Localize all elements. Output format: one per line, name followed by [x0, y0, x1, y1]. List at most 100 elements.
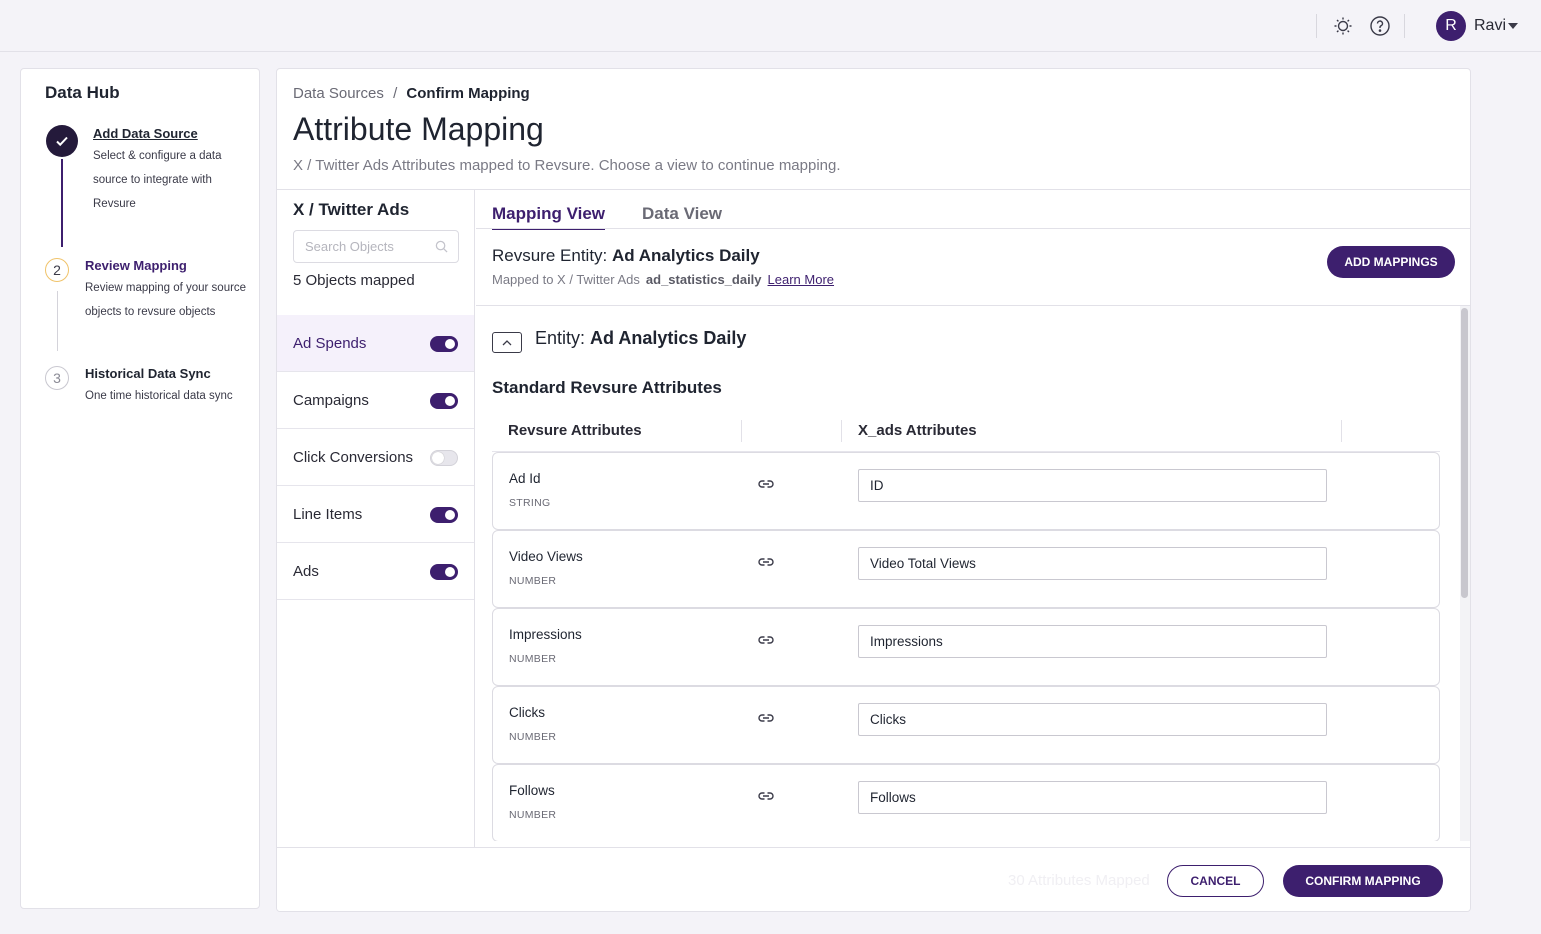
search-box [293, 230, 459, 263]
object-item-ad-spends[interactable]: Ad Spends [277, 315, 474, 372]
object-label: Ads [293, 562, 319, 580]
attribute-name: Video Views [509, 549, 583, 564]
breadcrumb: Data Sources / Confirm Mapping [293, 85, 530, 102]
add-mappings-button[interactable]: ADD MAPPINGS [1327, 246, 1455, 278]
step-historical-data-sync[interactable]: Historical Data Sync [85, 366, 211, 381]
entity-section-title: Entity: Ad Analytics Daily [535, 328, 746, 349]
column-source-attributes: X_ads Attributes [858, 422, 977, 439]
object-item-ads[interactable]: Ads [277, 543, 474, 600]
entity-source-info: Mapped to X / Twitter Ads ad_statistics_d… [492, 272, 834, 287]
link-icon[interactable] [757, 631, 775, 654]
page-subtitle: X / Twitter Ads Attributes mapped to Rev… [293, 157, 841, 174]
attribute-name: Follows [509, 783, 555, 798]
footer-bar: 30 Attributes Mapped CANCEL CONFIRM MAPP… [277, 847, 1470, 911]
link-icon[interactable] [757, 553, 775, 576]
scrollbar-thumb[interactable] [1461, 308, 1468, 598]
topbar-divider [1316, 14, 1317, 38]
link-icon[interactable] [757, 475, 775, 498]
avatar[interactable]: R [1436, 11, 1466, 41]
mapped-attribute-field[interactable]: Video Total Views [858, 547, 1327, 580]
tab-mapping-view[interactable]: Mapping View [492, 204, 606, 230]
step-review-mapping[interactable]: Review Mapping [85, 258, 187, 273]
object-toggle[interactable] [430, 507, 458, 523]
breadcrumb-separator: / [393, 85, 398, 102]
chevron-down-icon[interactable] [1508, 23, 1518, 29]
divider [476, 228, 1470, 229]
entity-name: Ad Analytics Daily [612, 246, 760, 265]
step-description: One time historical data sync [85, 390, 233, 402]
help-icon[interactable] [1368, 14, 1392, 38]
mapping-panel: Mapping View Data View Revsure Entity: A… [476, 190, 1470, 847]
object-list: Ad Spends Campaigns Click Conversions Li… [277, 315, 474, 600]
object-toggle[interactable] [430, 336, 458, 352]
mapped-to-label: Mapped to X / Twitter Ads [492, 272, 640, 287]
attribute-rows: Ad Id STRING ID Video Views NUMBER Video… [492, 452, 1440, 841]
attribute-row: Impressions NUMBER Impressions [492, 608, 1440, 686]
divider [476, 305, 1470, 306]
link-icon[interactable] [757, 709, 775, 732]
setup-stepper: Data Hub Add Data Source Select & config… [20, 68, 260, 909]
divider [277, 189, 1470, 190]
attribute-row: Video Views NUMBER Video Total Views [492, 530, 1440, 608]
object-label: Campaigns [293, 391, 369, 409]
column-headers: Revsure Attributes X_ads Attributes [492, 412, 1440, 452]
source-table-name: ad_statistics_daily [645, 272, 762, 287]
check-icon [46, 125, 78, 157]
breadcrumb-data-sources[interactable]: Data Sources [293, 85, 384, 102]
learn-more-link[interactable]: Learn More [767, 272, 835, 287]
attribute-type: NUMBER [509, 809, 557, 821]
object-item-campaigns[interactable]: Campaigns [277, 372, 474, 429]
column-divider [1341, 420, 1342, 442]
step-connector [61, 159, 63, 247]
object-label: Ad Spends [293, 334, 367, 352]
column-divider [741, 420, 742, 442]
entity-prefix: Revsure Entity: [492, 246, 608, 265]
stepper-title: Data Hub [45, 83, 120, 102]
mapped-attribute-field[interactable]: Clicks [858, 703, 1327, 736]
tab-data-view[interactable]: Data View [642, 204, 723, 223]
object-toggle[interactable] [430, 564, 458, 580]
objects-panel: X / Twitter Ads 5 Objects mapped Ad Spen… [277, 190, 475, 847]
mapped-attribute-field[interactable]: Follows [858, 781, 1327, 814]
step-description: Review mapping of your source objects to… [85, 282, 247, 318]
entity-section-prefix: Entity: [535, 328, 586, 348]
step-number-3: 3 [45, 366, 69, 390]
user-name[interactable]: Ravi [1474, 17, 1507, 34]
attributes-mapped-status: 30 Attributes Mapped [1008, 872, 1150, 889]
attribute-type: NUMBER [509, 731, 557, 743]
mapped-attribute-field[interactable]: Impressions [858, 625, 1327, 658]
attribute-type: STRING [509, 497, 551, 509]
topbar-divider [1404, 14, 1405, 38]
objects-mapped-count: 5 Objects mapped [293, 272, 415, 289]
main-card: Data Sources / Confirm Mapping Attribute… [276, 68, 1471, 912]
attribute-type: NUMBER [509, 653, 557, 665]
object-item-click-conversions[interactable]: Click Conversions [277, 429, 474, 486]
column-divider [841, 420, 842, 442]
confirm-mapping-button[interactable]: CONFIRM MAPPING [1283, 865, 1443, 897]
breadcrumb-current: Confirm Mapping [406, 85, 530, 102]
chevron-up-icon [502, 339, 512, 345]
object-label: Line Items [293, 505, 363, 523]
attribute-name: Ad Id [509, 471, 541, 486]
attribute-name: Clicks [509, 705, 545, 720]
object-toggle[interactable] [430, 393, 458, 409]
column-revsure-attributes: Revsure Attributes [508, 422, 642, 439]
cancel-button[interactable]: CANCEL [1167, 865, 1264, 897]
source-name: X / Twitter Ads [293, 200, 410, 219]
collapse-button[interactable] [492, 332, 522, 353]
object-item-line-items[interactable]: Line Items [277, 486, 474, 543]
step-add-data-source[interactable]: Add Data Source [93, 126, 198, 141]
step-connector [57, 291, 58, 351]
mapped-attribute-field[interactable]: ID [858, 469, 1327, 502]
search-icon [435, 240, 448, 258]
lightbulb-icon[interactable] [1331, 14, 1355, 38]
entity-heading: Revsure Entity: Ad Analytics Daily [492, 246, 760, 266]
object-toggle[interactable] [430, 450, 458, 466]
standard-attributes-heading: Standard Revsure Attributes [492, 378, 722, 397]
top-bar: R Ravi [0, 0, 1541, 52]
attribute-scroll-area: Entity: Ad Analytics Daily Standard Revs… [476, 306, 1470, 841]
attribute-type: NUMBER [509, 575, 557, 587]
search-input[interactable] [294, 231, 424, 262]
step-number-2: 2 [45, 258, 69, 282]
link-icon[interactable] [757, 787, 775, 810]
